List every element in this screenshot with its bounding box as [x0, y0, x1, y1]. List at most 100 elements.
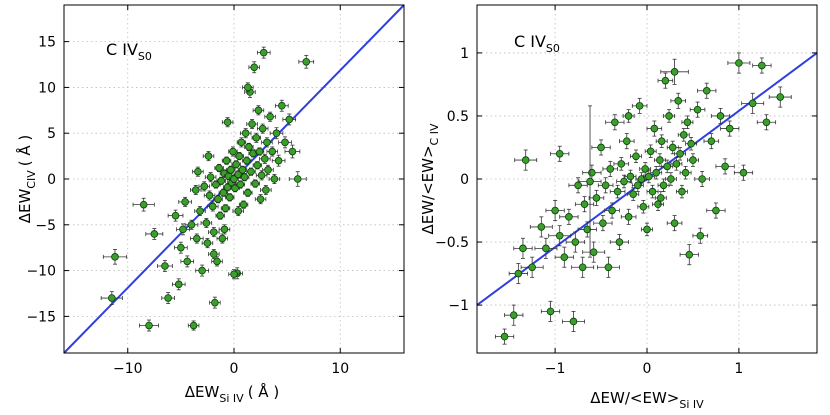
- left-data-point: [180, 255, 195, 268]
- right-point-marker: [569, 317, 578, 326]
- left-data-point: [259, 153, 271, 164]
- right-point-marker: [776, 93, 785, 101]
- left-point-marker: [202, 219, 211, 227]
- right-data-point: [520, 256, 544, 278]
- left-data-point: [239, 173, 250, 182]
- right-data-point: [741, 92, 765, 114]
- left-data-point: [238, 200, 249, 209]
- right-data-point: [604, 202, 620, 219]
- left-point-marker: [302, 57, 311, 66]
- left-data-point: [244, 142, 254, 152]
- right-x-axis-label: ΔEW/<EW>Si IV: [590, 389, 704, 411]
- right-data-point: [676, 184, 688, 199]
- right-point-marker: [519, 244, 527, 253]
- right-point-marker: [589, 248, 598, 256]
- right-data-point: [644, 144, 657, 158]
- right-point-marker: [624, 112, 633, 120]
- left-data-point: [284, 144, 301, 159]
- left-data-point: [255, 170, 268, 181]
- left-point-marker: [220, 225, 229, 234]
- right-point-marker: [712, 206, 720, 215]
- left-data-point: [256, 46, 271, 59]
- right-data-point: [768, 86, 792, 108]
- left-data-point: [178, 196, 192, 207]
- left-data-point: [248, 61, 260, 74]
- left-points: [100, 46, 315, 332]
- right-point-marker: [597, 143, 605, 152]
- left-data-point: [100, 291, 123, 305]
- left-data-point: [268, 174, 281, 184]
- left-point-marker: [196, 207, 204, 215]
- right-data-point: [508, 263, 528, 285]
- left-point-marker: [288, 147, 297, 156]
- left-point-marker: [171, 211, 180, 220]
- right-data-point: [591, 139, 611, 156]
- left-point-marker: [200, 182, 209, 191]
- left-point-marker: [256, 195, 265, 203]
- right-data-point: [529, 216, 553, 238]
- left-point-marker: [258, 124, 267, 133]
- left-data-point: [235, 180, 246, 189]
- left-data-point: [243, 188, 253, 197]
- right-data-point: [630, 149, 642, 164]
- right-data-point: [613, 157, 630, 171]
- right-data-point: [646, 184, 659, 199]
- left-point-marker: [237, 138, 246, 147]
- left-ytick-label: 15: [38, 35, 56, 51]
- right-data-point: [593, 215, 613, 232]
- right-data-point: [715, 158, 735, 175]
- left-data-point: [195, 264, 209, 277]
- right-point-marker: [665, 112, 673, 120]
- left-point-marker: [161, 262, 169, 270]
- right-point-marker: [645, 172, 653, 181]
- right-data-point: [571, 256, 595, 278]
- right-data-point: [657, 178, 670, 193]
- right-ytick-label: −1: [448, 298, 469, 314]
- left-data-point: [252, 105, 265, 116]
- left-point-marker: [210, 228, 218, 236]
- right-point-marker: [762, 118, 771, 127]
- left-data-point: [282, 113, 297, 126]
- left-data-point: [228, 269, 240, 280]
- right-point-marker: [599, 219, 607, 227]
- right-point-marker: [687, 139, 695, 148]
- left-point-marker: [239, 200, 248, 209]
- left-point-marker: [206, 173, 215, 181]
- left-data-point: [213, 195, 223, 204]
- right-xtick-label: 0: [643, 361, 652, 377]
- left-panel-label: C IVS0: [106, 40, 152, 63]
- left-point-marker: [189, 321, 198, 330]
- right-xtick-label: −1: [545, 361, 566, 377]
- right-panel: −1 0 1 −1 −0.5 0 0.5 1 C IVS0 ΔEW/<EW>Si IV ΔEW…: [419, 4, 818, 411]
- right-point-marker: [656, 156, 664, 164]
- right-data-point: [514, 149, 538, 171]
- left-point-marker: [247, 167, 255, 176]
- left-point-marker: [111, 253, 119, 261]
- right-data-point: [663, 109, 675, 123]
- left-data-point: [209, 296, 221, 309]
- left-data-point: [176, 223, 190, 236]
- left-data-point: [225, 193, 235, 202]
- left-point-marker: [272, 129, 281, 138]
- left-data-point: [211, 256, 223, 267]
- right-point-marker: [571, 238, 580, 246]
- left-point-marker: [263, 138, 271, 147]
- left-point-marker: [211, 298, 219, 307]
- right-data-point: [559, 208, 579, 225]
- right-point-marker: [698, 175, 706, 183]
- left-data-point: [231, 160, 241, 169]
- right-data-point: [565, 231, 585, 253]
- right-point-marker: [629, 190, 638, 198]
- left-data-point: [261, 137, 273, 148]
- right-point-marker: [620, 177, 628, 186]
- right-point-marker: [574, 181, 582, 190]
- right-point-marker: [679, 131, 688, 139]
- left-ytick-label: −5: [35, 218, 56, 234]
- right-point-marker: [624, 213, 633, 221]
- left-point-marker: [266, 112, 274, 121]
- right-point-marker: [509, 311, 518, 319]
- right-point-marker: [606, 165, 615, 173]
- right-point-marker: [551, 206, 559, 215]
- left-data-point: [194, 206, 206, 217]
- right-point-marker: [586, 177, 594, 186]
